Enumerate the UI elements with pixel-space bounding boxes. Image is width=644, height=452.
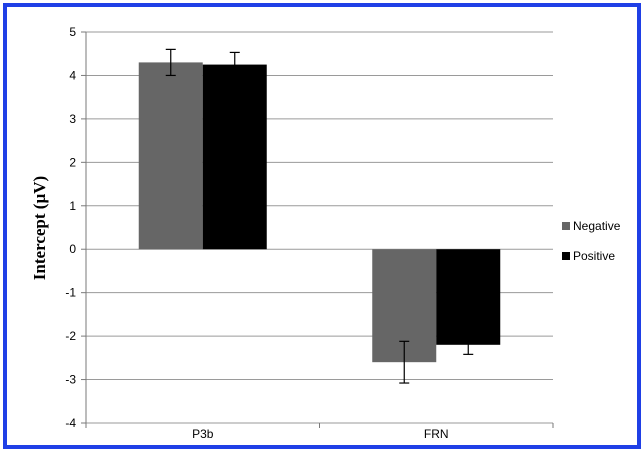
y-tick-label: -2	[65, 329, 76, 343]
y-tick-label: 3	[69, 112, 76, 126]
bar-positive-frn	[436, 249, 501, 345]
bars	[138, 62, 501, 363]
bar-positive-p3b	[202, 64, 267, 250]
y-tick-label: 5	[69, 25, 76, 39]
x-tick-label: FRN	[424, 427, 449, 441]
bar-negative-p3b	[138, 62, 203, 250]
y-axis-label: Intercept (µV)	[30, 176, 49, 280]
error-bars	[165, 48, 474, 384]
x-axis: P3b FRN	[85, 423, 554, 441]
y-tick-label: 0	[69, 242, 76, 256]
legend-label: Negative	[573, 219, 621, 233]
y-axis: 5 4 3 2 1 0 -1 -2 -3 -4	[65, 25, 87, 430]
legend-swatch	[562, 222, 570, 230]
y-tick-label: 4	[69, 68, 76, 82]
chart-frame	[3, 3, 641, 449]
x-tick-label: P3b	[192, 427, 214, 441]
y-tick-label: -1	[65, 286, 76, 300]
legend-swatch	[562, 252, 570, 260]
y-tick-label: -3	[65, 373, 76, 387]
legend: Negative Positive	[562, 219, 621, 263]
y-tick-label: -4	[65, 416, 76, 430]
legend-label: Positive	[573, 249, 615, 263]
y-tick-label: 2	[69, 155, 76, 169]
y-tick-label: 1	[69, 199, 76, 213]
